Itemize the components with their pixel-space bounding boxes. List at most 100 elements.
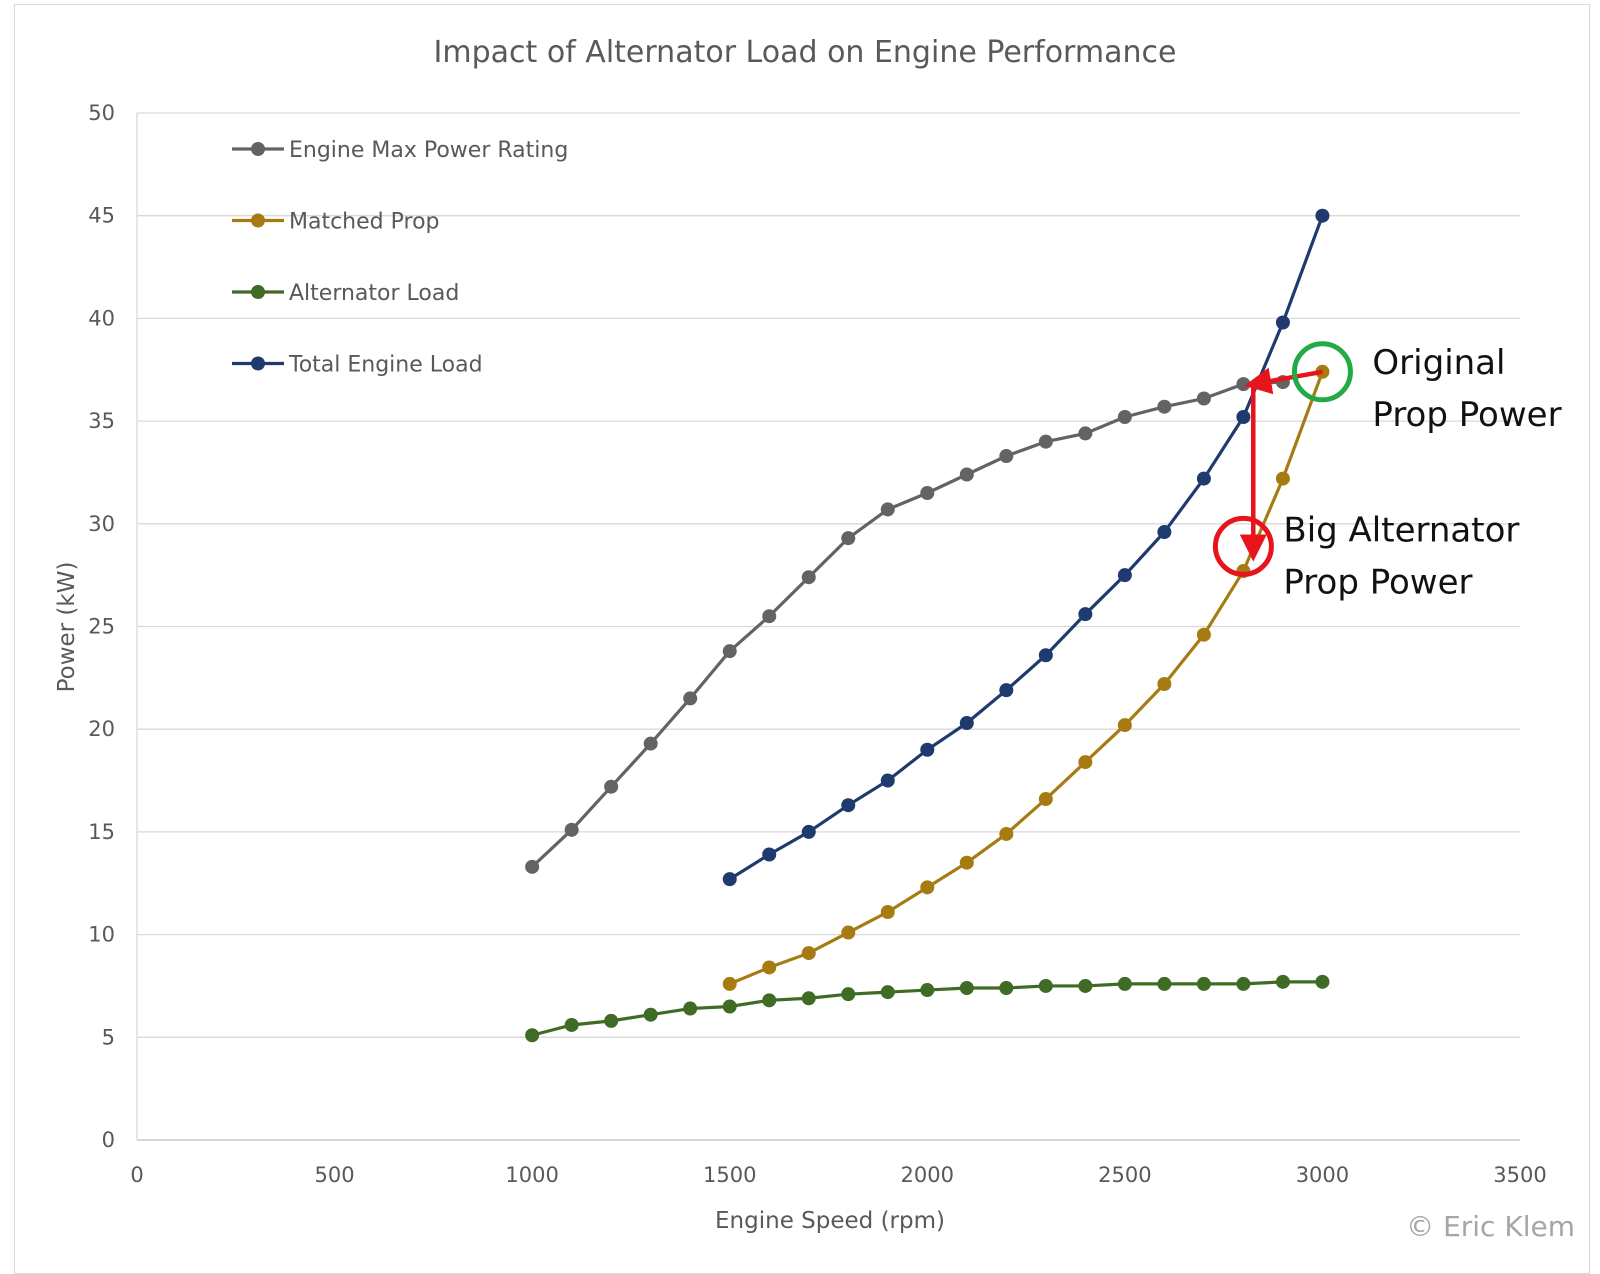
legend-marker (251, 213, 265, 228)
data-point (762, 847, 777, 862)
x-tick-label: 1500 (703, 1163, 756, 1187)
y-tick-label: 25 (88, 615, 115, 639)
data-point (1196, 976, 1211, 991)
data-point (683, 1001, 698, 1016)
y-tick-label: 10 (88, 923, 115, 947)
y-tick-label: 40 (88, 306, 115, 330)
annotation-text: Original (1372, 343, 1505, 383)
data-point (1078, 978, 1093, 993)
data-point (841, 987, 856, 1002)
annotation-text: Prop Power (1283, 562, 1472, 602)
y-tick-label: 30 (88, 512, 115, 536)
data-point (762, 609, 777, 624)
data-point (762, 993, 777, 1008)
y-tick-label: 5 (102, 1025, 115, 1049)
chart-title: Impact of Alternator Load on Engine Perf… (434, 35, 1177, 70)
data-point (1315, 974, 1330, 989)
data-point (1315, 208, 1330, 223)
data-point (801, 991, 816, 1006)
data-point (1078, 755, 1093, 770)
data-point (722, 644, 737, 659)
data-point (801, 824, 816, 839)
data-point (1038, 792, 1053, 807)
data-point (880, 773, 895, 788)
data-point (959, 467, 974, 482)
data-point (1038, 434, 1053, 449)
data-point (1236, 409, 1251, 424)
data-point (959, 855, 974, 870)
x-tick-label: 1000 (505, 1163, 558, 1187)
data-point (722, 999, 737, 1014)
data-point (1157, 976, 1172, 991)
data-point (1275, 315, 1290, 330)
x-tick-label: 3500 (1493, 1163, 1546, 1187)
data-point (999, 683, 1014, 698)
data-point (1275, 471, 1290, 486)
data-point (1078, 426, 1093, 441)
legend-marker (251, 142, 265, 156)
annotation-text: Big Alternator (1283, 510, 1519, 550)
annotation-text: Prop Power (1372, 395, 1561, 435)
data-point (1117, 409, 1132, 424)
data-point (1078, 607, 1093, 622)
data-point (643, 1007, 658, 1022)
x-axis-label: Engine Speed (rpm) (715, 1208, 945, 1234)
annotation-arrow (1244, 367, 1323, 395)
y-tick-label: 50 (88, 101, 115, 125)
legend-label: Matched Prop (289, 210, 440, 235)
data-point (999, 826, 1014, 841)
data-point (880, 502, 895, 517)
data-point (959, 716, 974, 731)
x-tick-label: 3000 (1296, 1163, 1349, 1187)
data-point (604, 1013, 619, 1028)
data-point (801, 946, 816, 961)
data-point (1275, 974, 1290, 989)
data-point (525, 1028, 540, 1043)
x-tick-label: 0 (130, 1163, 143, 1187)
data-point (1038, 978, 1053, 993)
data-point (841, 531, 856, 546)
data-point (1038, 648, 1053, 663)
data-point (564, 1017, 579, 1032)
legend-marker (251, 356, 265, 371)
data-point (762, 960, 777, 975)
data-point (999, 981, 1014, 996)
data-point (683, 691, 698, 706)
series-line (531, 380, 1283, 868)
data-point (801, 570, 816, 585)
x-tick-label: 2500 (1098, 1163, 1151, 1187)
y-tick-label: 45 (88, 204, 115, 228)
data-point (1196, 391, 1211, 406)
data-point (880, 905, 895, 920)
y-tick-label: 20 (88, 717, 115, 741)
data-point (920, 983, 935, 998)
legend-label: Alternator Load (289, 281, 459, 306)
legend-label: Engine Max Power Rating (289, 138, 568, 163)
y-tick-label: 0 (102, 1128, 115, 1152)
data-point (1117, 568, 1132, 583)
x-tick-label: 500 (315, 1163, 355, 1187)
data-point (959, 981, 974, 996)
data-point (1157, 525, 1172, 540)
data-point (920, 485, 935, 500)
data-point (643, 736, 658, 751)
legend-marker (251, 285, 265, 299)
data-point (1157, 399, 1172, 414)
data-point (1117, 718, 1132, 733)
data-point (1236, 377, 1251, 392)
watermark: © Eric Klem (1406, 1210, 1575, 1243)
data-point (1196, 471, 1211, 486)
data-point (722, 976, 737, 991)
data-point (920, 880, 935, 895)
data-point (999, 449, 1014, 464)
y-axis-label: Power (kW) (54, 562, 80, 693)
data-point (604, 779, 619, 794)
data-point (841, 925, 856, 940)
data-point (1196, 627, 1211, 642)
data-point (841, 798, 856, 813)
data-point (1236, 976, 1251, 991)
data-point (564, 822, 579, 837)
y-tick-label: 15 (88, 820, 115, 844)
y-tick-label: 35 (88, 409, 115, 433)
